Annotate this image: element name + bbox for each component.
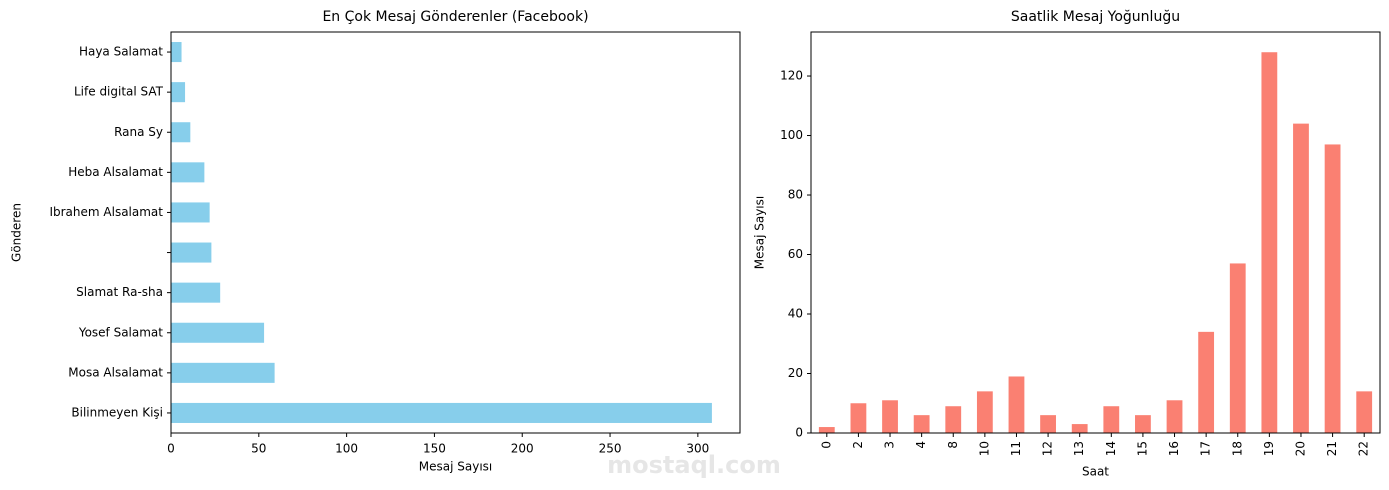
bar — [171, 242, 212, 263]
x-tick-label: 20 — [1293, 441, 1307, 456]
y-tick-label: Heba Alsalamat — [68, 165, 163, 179]
x-tick-label: 100 — [335, 442, 358, 456]
chart-title: En Çok Mesaj Gönderenler (Facebook) — [322, 9, 588, 25]
axes-frame — [810, 31, 1381, 434]
bar — [171, 362, 275, 383]
x-tick-label: 12 — [1041, 441, 1055, 456]
x-tick-label: 16 — [1167, 441, 1181, 456]
y-tick-label: Yosef Salamat — [78, 325, 163, 339]
x-tick-label: 0 — [819, 441, 833, 449]
x-tick-label: 22 — [1357, 441, 1371, 456]
y-tick-label: Ibrahem Alsalamat — [49, 205, 163, 219]
bar — [1293, 123, 1309, 434]
x-tick-label: 18 — [1230, 441, 1244, 456]
x-tick-label: 15 — [1135, 441, 1149, 456]
bar — [1324, 144, 1341, 433]
bar — [850, 403, 867, 433]
bar — [945, 406, 962, 433]
x-tick-label: 250 — [599, 442, 622, 456]
axes-frame — [170, 31, 741, 434]
y-tick-label: Slamat Ra-sha — [76, 285, 163, 299]
bar — [1008, 376, 1025, 433]
bar — [882, 400, 898, 433]
x-tick-label: 50 — [251, 442, 266, 456]
bar — [171, 122, 191, 143]
chart-title: Saatlik Mesaj Yoğunluğu — [1011, 9, 1180, 25]
x-tick-label: 150 — [423, 442, 446, 456]
x-tick-label: 2 — [851, 441, 865, 449]
y-tick-label: 100 — [780, 128, 803, 142]
bar — [171, 402, 712, 423]
bar — [171, 82, 186, 103]
y-tick-label: Bilinmeyen Kişi — [71, 405, 163, 419]
bar — [171, 202, 210, 223]
bar — [818, 427, 835, 433]
y-tick-label: 80 — [788, 188, 803, 202]
bar — [976, 391, 993, 433]
x-tick-label: 300 — [686, 442, 709, 456]
x-tick-label: 19 — [1262, 441, 1276, 456]
x-tick-label: 8 — [946, 441, 960, 449]
bar — [1261, 52, 1278, 433]
bar — [1198, 331, 1215, 433]
x-tick-label: 13 — [1072, 441, 1086, 456]
bar — [171, 322, 265, 343]
x-axis-label: Saat — [1082, 465, 1109, 479]
y-axis-label: Mesaj Sayısı — [753, 196, 767, 269]
bar — [1071, 424, 1088, 433]
y-tick-label: Haya Salamat — [79, 45, 163, 59]
y-axis-label: Gönderen — [10, 203, 24, 262]
watermark: mostaql.com — [607, 451, 781, 479]
x-tick-label: 3 — [883, 441, 897, 449]
x-tick-label: 0 — [167, 442, 175, 456]
x-tick-label: 10 — [977, 441, 991, 456]
x-tick-label: 4 — [914, 441, 928, 449]
bar — [171, 42, 182, 63]
y-tick-label: 40 — [788, 307, 803, 321]
y-tick-label: 120 — [780, 69, 803, 83]
x-tick-label: 21 — [1325, 441, 1339, 456]
x-tick-label: 11 — [1009, 441, 1023, 456]
bar — [171, 162, 205, 183]
y-tick-label: Mosa Alsalamat — [68, 365, 163, 379]
bar — [1040, 415, 1056, 433]
x-tick-label: 17 — [1199, 441, 1213, 456]
x-tick-label: 200 — [511, 442, 534, 456]
bar — [1229, 263, 1246, 433]
y-tick-label: Life digital SAT — [74, 85, 164, 99]
bar — [1135, 415, 1151, 433]
y-tick-label: Rana Sy — [114, 125, 163, 139]
bar — [171, 282, 221, 303]
bar — [913, 415, 930, 433]
y-tick-label: 0 — [795, 426, 803, 440]
x-axis-label: Mesaj Sayısı — [419, 460, 492, 474]
bar — [1356, 391, 1373, 433]
x-tick-label: 14 — [1104, 441, 1118, 456]
bar — [1166, 400, 1183, 433]
bar — [1103, 406, 1120, 433]
y-tick-label: 60 — [788, 247, 803, 261]
y-tick-label: 20 — [788, 366, 803, 380]
